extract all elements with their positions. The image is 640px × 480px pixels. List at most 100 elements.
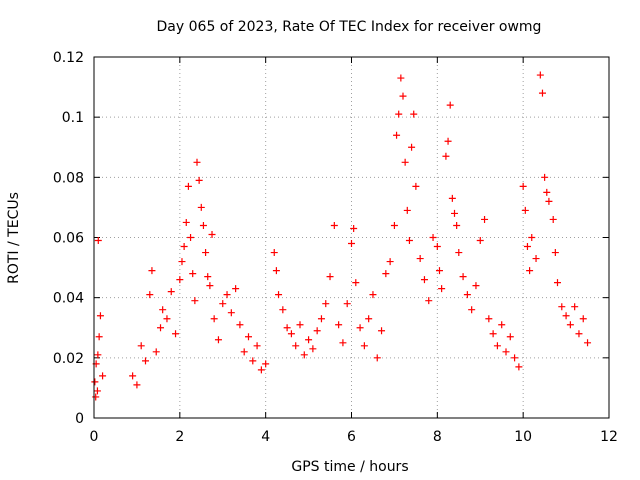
data-point [472,282,480,290]
data-point [521,206,529,214]
data-point [386,258,394,266]
data-point [270,249,278,257]
data-point [543,188,551,196]
data-point [399,92,407,100]
data-point [193,158,201,166]
data-point [206,282,214,290]
data-point [468,306,476,314]
data-point [187,234,195,241]
data-point [444,137,452,145]
x-tick-label: 4 [261,429,270,445]
data-point [245,333,252,341]
data-point [403,206,411,214]
data-point [356,324,364,332]
data-point [410,110,418,118]
data-point [438,285,446,293]
data-point [523,243,531,251]
data-point [322,300,330,308]
data-point [317,315,325,323]
data-point [476,237,484,245]
data-point [223,291,231,299]
data-point [96,312,104,320]
data-point [296,321,304,329]
data-point [554,279,561,287]
data-point [339,339,347,347]
data-point [446,101,454,109]
data-point [262,360,270,368]
data-point [343,300,351,308]
data-point [167,288,175,296]
plot-frame [93,56,610,419]
data-point [378,327,386,335]
y-tick-label: 0.02 [53,351,84,367]
data-point [204,273,212,281]
data-point [412,182,420,190]
y-tick-label: 0 [75,411,84,427]
data-point [350,224,358,232]
data-point [481,215,489,223]
y-tick-label: 0.04 [53,291,84,307]
y-tick-label: 0.1 [62,110,84,126]
data-point [515,363,523,371]
tick-layer: 0 0.02 0.04 0.06 0.08 0.1 0.12 0 2 4 6 8 10 12 [53,50,618,445]
data-point [493,342,501,350]
data-point [429,234,437,241]
data-point [395,110,403,118]
data-point [184,182,192,190]
data-point [519,182,527,190]
data-point [408,143,416,151]
y-axis-label: ROTI / TECUs [6,192,22,284]
data-point [448,194,456,202]
data-point [133,381,141,389]
data-point [551,249,559,257]
data-point [253,342,261,350]
data-point [219,300,227,308]
data-point [257,366,265,374]
data-point [214,336,222,344]
data-point [287,330,295,338]
data-point [532,255,540,263]
data-point [397,74,405,82]
data-point [425,297,433,305]
data-point [309,345,317,353]
data-point [232,285,240,293]
data-point [401,158,409,166]
data-point [236,321,244,329]
data-point [549,215,557,223]
data-point [227,309,235,317]
data-point [538,89,546,97]
data-point [502,348,510,356]
data-point [433,243,441,251]
y-tick-label: 0.12 [53,50,84,66]
data-point [579,315,587,323]
data-point [210,315,218,323]
data-point [330,221,338,229]
x-tick-label: 6 [347,429,356,445]
data-point [163,315,171,323]
data-point [199,221,207,229]
data-point [191,297,199,305]
data-point [137,342,145,350]
chart-title: Day 065 of 2023, Rate Of TEC Index for r… [157,19,542,35]
data-point [275,291,283,299]
data-point [283,324,291,332]
x-axis-label: GPS time / hours [291,459,408,475]
data-point [571,303,579,311]
data-point [405,237,413,245]
data-point [279,306,287,314]
data-point [189,270,197,278]
data-point [584,339,592,347]
data-point [455,249,463,257]
data-point [352,279,360,287]
data-point [92,393,100,401]
data-point [195,176,203,184]
data-point [142,357,149,365]
data-point [526,267,534,275]
y-tick-label: 0.08 [53,170,84,186]
data-point [373,354,381,362]
data-point [498,321,506,329]
data-point [159,306,167,314]
data-point [172,330,180,338]
data-point [93,387,101,395]
data-point [485,315,493,323]
